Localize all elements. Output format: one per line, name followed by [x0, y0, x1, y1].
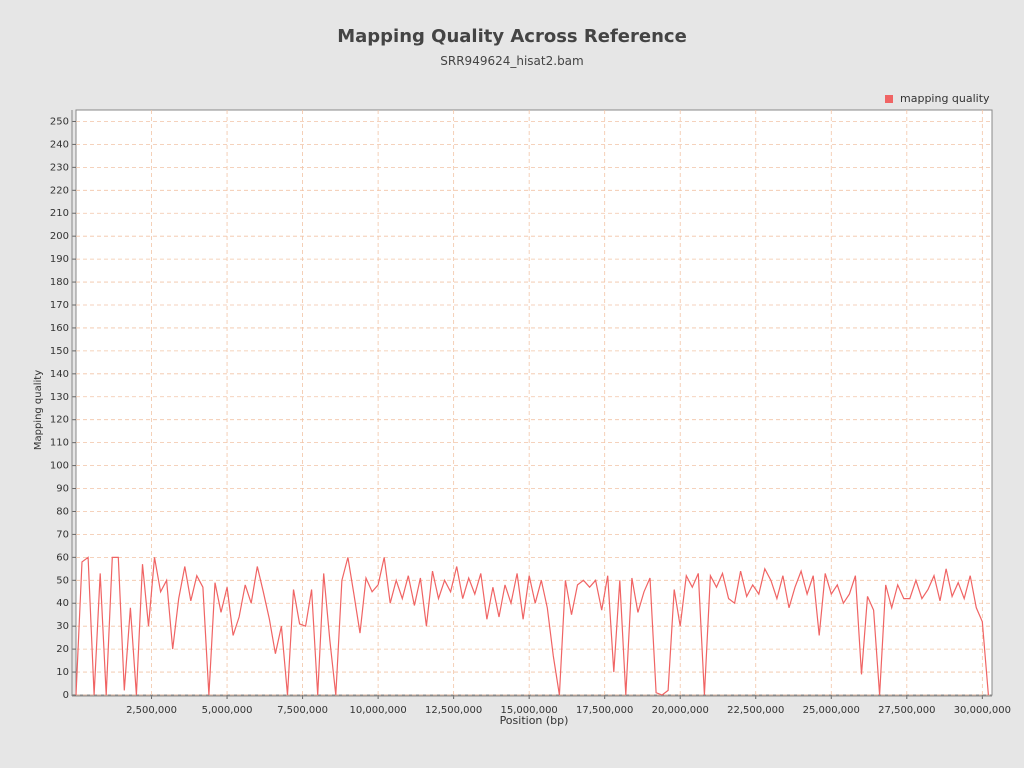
- y-tick-label: 190: [50, 254, 69, 265]
- y-tick-label: 60: [56, 552, 69, 563]
- x-tick-label: 22,500,000: [727, 705, 784, 716]
- x-tick-label: 7,500,000: [277, 705, 328, 716]
- y-tick-label: 110: [50, 438, 69, 449]
- x-tick-label: 20,000,000: [652, 705, 709, 716]
- y-tick-label: 160: [50, 323, 69, 334]
- x-tick-label: 27,500,000: [878, 705, 935, 716]
- y-axis-label: Mapping quality: [33, 370, 44, 450]
- y-tick-label: 170: [50, 300, 69, 311]
- y-tick-label: 70: [56, 529, 69, 540]
- x-tick-label: 25,000,000: [803, 705, 860, 716]
- y-tick-label: 240: [50, 139, 69, 150]
- x-tick-label: 17,500,000: [576, 705, 633, 716]
- y-tick-label: 250: [50, 116, 69, 127]
- x-tick-label: 12,500,000: [425, 705, 482, 716]
- y-tick-label: 180: [50, 277, 69, 288]
- y-tick-label: 50: [56, 575, 69, 586]
- x-tick-label: 30,000,000: [954, 705, 1011, 716]
- x-axis-label: Position (bp): [500, 714, 569, 727]
- chart-subtitle: SRR949624_hisat2.bam: [440, 54, 583, 68]
- y-tick-label: 140: [50, 369, 69, 380]
- y-tick-label: 30: [56, 621, 69, 632]
- y-tick-label: 220: [50, 185, 69, 196]
- x-tick-label: 10,000,000: [349, 705, 406, 716]
- y-tick-label: 90: [56, 484, 69, 495]
- x-tick-label: 15,000,000: [501, 705, 558, 716]
- y-tick-label: 230: [50, 162, 69, 173]
- y-tick-label: 0: [63, 690, 69, 701]
- y-tick-label: 120: [50, 415, 69, 426]
- y-tick-label: 210: [50, 208, 69, 219]
- y-tick-label: 100: [50, 461, 69, 472]
- y-tick-label: 40: [56, 598, 69, 609]
- y-tick-label: 80: [56, 506, 69, 517]
- y-tick-label: 20: [56, 644, 69, 655]
- data-line: [75, 556, 989, 696]
- y-tick-label: 150: [50, 346, 69, 357]
- y-tick-label: 10: [56, 667, 69, 678]
- legend-swatch: [885, 95, 893, 103]
- y-tick-label: 200: [50, 231, 69, 242]
- legend-label: mapping quality: [900, 92, 990, 105]
- x-tick-label: 5,000,000: [202, 705, 253, 716]
- chart-title: Mapping Quality Across Reference: [337, 26, 687, 47]
- y-tick-label: 130: [50, 392, 69, 403]
- x-tick-label: 2,500,000: [126, 705, 177, 716]
